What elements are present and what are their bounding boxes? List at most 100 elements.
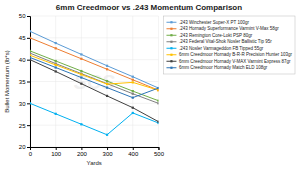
grid-line xyxy=(158,16,159,147)
legend-label: .243 Hornady Superformance Varmint V-Max… xyxy=(179,26,279,31)
x-axis: 0100200300400500 xyxy=(29,147,165,157)
series-marker xyxy=(55,66,57,68)
tick: 400 xyxy=(128,147,139,157)
tick: 300 xyxy=(103,147,114,157)
series-marker xyxy=(80,76,82,78)
series-line xyxy=(30,60,158,122)
tick-mark xyxy=(56,147,57,150)
legend-marker xyxy=(170,34,172,36)
legend-marker xyxy=(170,60,172,62)
tick-label: 100 xyxy=(51,151,62,157)
chart-svg: SCS010020030040050020253035404550.243 Wi… xyxy=(0,0,298,169)
series-marker xyxy=(55,42,57,44)
legend-marker xyxy=(170,47,172,49)
legend-marker xyxy=(170,54,172,56)
tick-label: 300 xyxy=(103,151,114,157)
series-marker xyxy=(132,81,134,83)
series-line xyxy=(30,53,158,103)
legend-swatch xyxy=(166,48,176,49)
plot-area: SCS010020030040050020253035404550 xyxy=(19,13,165,156)
legend-marker xyxy=(170,41,172,43)
legend-item: .243 Remington Core-Lokt PSP 80gr xyxy=(166,33,252,38)
series-layer xyxy=(30,30,158,136)
axis-domain xyxy=(31,148,159,151)
series-marker xyxy=(106,65,108,67)
grid-line xyxy=(30,125,158,126)
legend-swatch xyxy=(166,54,176,55)
y-axis-title: Bullet Momentum (lb*s) xyxy=(4,50,10,112)
chart-title: 6mm Creedmoor vs .243 Momentum Compariso… xyxy=(56,3,242,12)
series-marker xyxy=(157,102,158,104)
series-marker xyxy=(132,93,134,95)
series-marker xyxy=(80,83,82,85)
tick-mark xyxy=(133,147,134,150)
grid-line xyxy=(55,16,56,147)
tick-mark xyxy=(81,147,82,150)
tick-label: 45 xyxy=(19,35,26,41)
legend-item: 6mm Creedmoor Hornady V-MAX Varmint Expr… xyxy=(166,59,290,64)
legend-item: 6mm Creedmoor Hornady Match ELD 108gr xyxy=(166,65,267,70)
legend-label: 6mm Creedmoor Hornady B-R-R Precision Hu… xyxy=(179,52,293,57)
tick-mark xyxy=(27,82,30,83)
tick-mark xyxy=(158,147,159,150)
tick-label: 400 xyxy=(128,151,139,157)
legend-label: 6mm Creedmoor Hornady V-MAX Varmint Expr… xyxy=(179,59,291,64)
series-marker xyxy=(80,58,82,60)
series-marker xyxy=(30,52,31,54)
series-marker xyxy=(30,30,31,32)
tick-mark xyxy=(27,125,30,126)
tick-label: 30 xyxy=(19,101,26,107)
tick: 500 xyxy=(154,147,165,157)
series-marker xyxy=(55,70,57,72)
series-marker xyxy=(55,47,57,49)
series-marker xyxy=(80,70,82,72)
series-marker xyxy=(30,102,31,104)
tick: 40 xyxy=(19,57,30,63)
series-marker xyxy=(106,83,108,85)
tick: 100 xyxy=(51,147,62,157)
legend-frame xyxy=(163,16,295,74)
series-marker xyxy=(30,54,31,56)
legend-marker xyxy=(170,21,172,23)
y-axis: 20253035404550 xyxy=(19,13,31,150)
legend-label: .243 Federal Vital-Shok Nosler Ballistic… xyxy=(179,39,272,44)
tick-label: 20 xyxy=(19,144,26,150)
tick-mark xyxy=(27,103,30,104)
grid-line xyxy=(30,103,158,104)
series-marker xyxy=(80,123,82,125)
series-marker xyxy=(132,112,134,114)
tick: 45 xyxy=(19,35,30,41)
series-marker xyxy=(55,113,57,115)
tick-label: 35 xyxy=(19,79,26,85)
grid-line xyxy=(132,16,133,147)
legend-swatch xyxy=(166,67,176,68)
series-marker xyxy=(157,89,158,91)
series-marker xyxy=(157,89,158,91)
legend-label: .243 Nosler Varmageddon FB Tipped 55gr xyxy=(179,46,264,51)
series-marker xyxy=(30,59,31,61)
legend-swatch xyxy=(166,61,176,62)
series-marker xyxy=(132,90,134,92)
x-axis-title: Yards xyxy=(87,160,102,166)
legend-label: 6mm Creedmoor Hornady Match ELD 108gr xyxy=(179,65,268,70)
tick-mark xyxy=(27,60,30,61)
series-line xyxy=(30,57,158,97)
tick: 200 xyxy=(77,147,88,157)
series-line xyxy=(30,51,158,101)
series-marker xyxy=(106,95,108,97)
series-marker xyxy=(132,79,134,81)
legend-swatch xyxy=(166,22,176,23)
legend-item: .243 Winchester Super-X PT 100gr xyxy=(166,20,249,25)
legend-item: 6mm Creedmoor Hornady B-R-R Precision Hu… xyxy=(166,52,292,57)
chart-container: SCS010020030040050020253035404550.243 Wi… xyxy=(0,0,298,169)
legend-swatch xyxy=(166,35,176,36)
series-marker xyxy=(30,50,31,52)
tick-label: 50 xyxy=(19,13,26,19)
legend-label: .243 Winchester Super-X PT 100gr xyxy=(179,20,249,25)
legend-marker xyxy=(170,67,172,69)
series-marker xyxy=(132,97,134,99)
legend-item: .243 Hornady Superformance Varmint V-Max… xyxy=(166,26,279,31)
legend-swatch xyxy=(166,28,176,29)
series-marker xyxy=(132,76,134,78)
series-marker xyxy=(30,56,31,58)
